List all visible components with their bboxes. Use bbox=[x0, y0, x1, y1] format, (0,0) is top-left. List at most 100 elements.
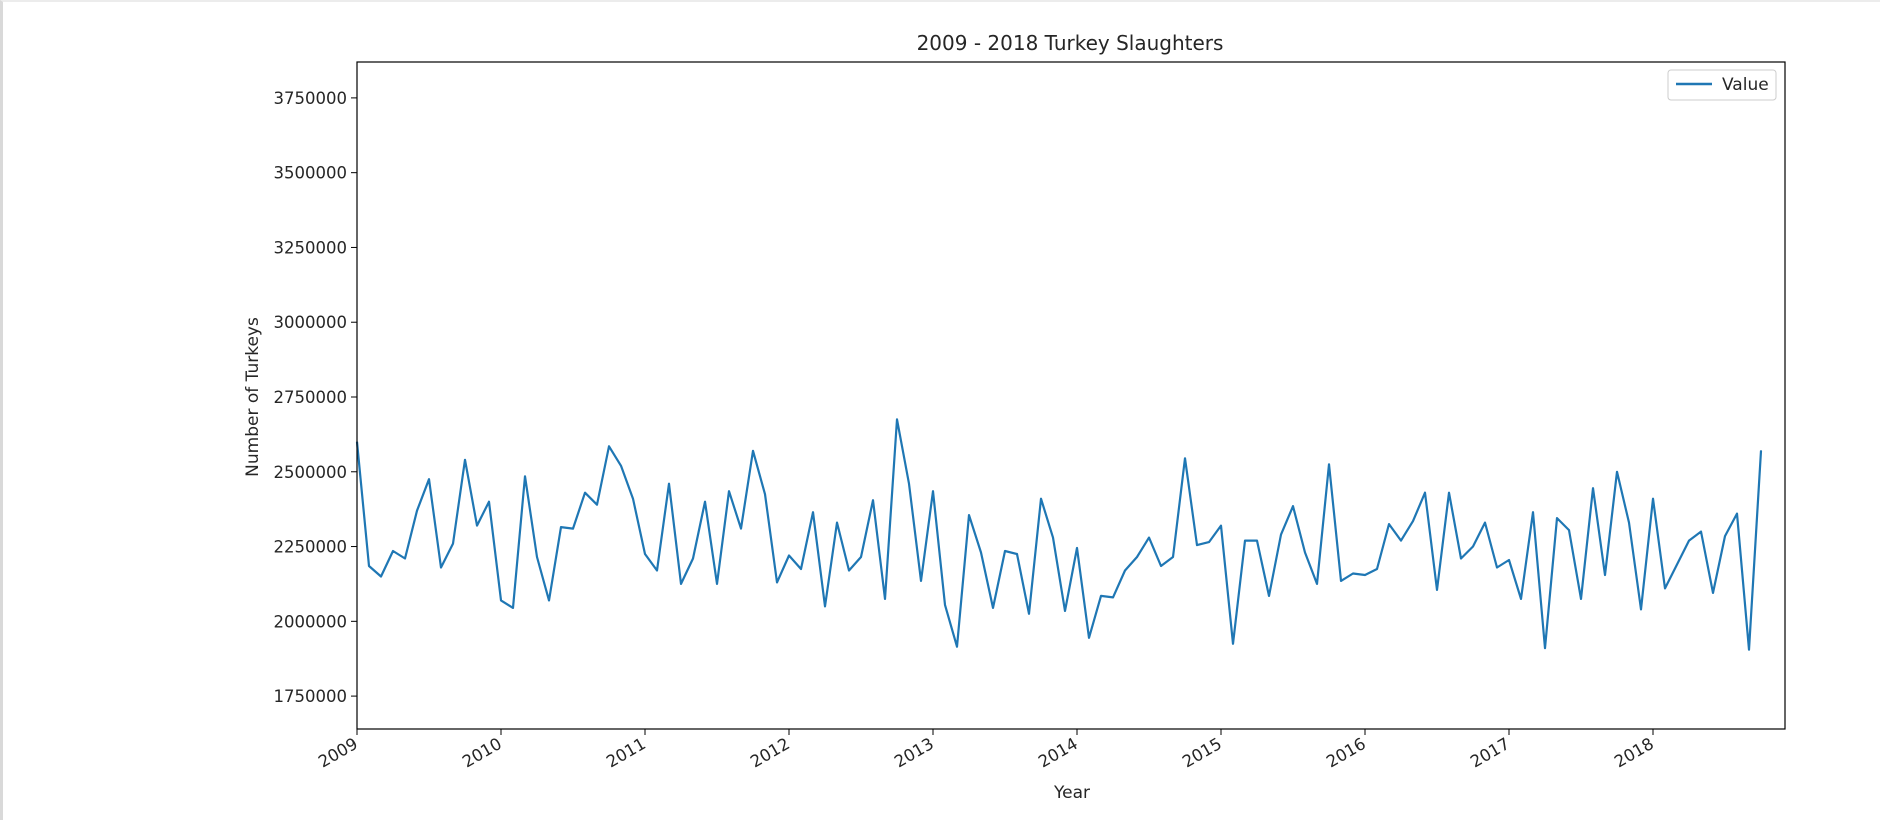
data-point bbox=[1496, 566, 1498, 569]
data-point bbox=[680, 583, 682, 585]
legend-label-value: Value bbox=[1722, 75, 1769, 95]
data-point bbox=[1568, 529, 1570, 531]
data-point bbox=[1076, 547, 1078, 549]
data-point bbox=[1448, 491, 1450, 494]
plot-frame bbox=[356, 61, 1786, 730]
data-point bbox=[656, 569, 658, 572]
y-tick-label: 3250000 bbox=[274, 238, 348, 257]
data-point bbox=[632, 497, 634, 500]
data-point bbox=[488, 500, 490, 503]
data-point bbox=[1376, 568, 1378, 570]
data-point bbox=[1364, 574, 1366, 576]
data-point bbox=[1304, 551, 1306, 554]
data-point bbox=[788, 554, 790, 557]
data-point bbox=[1088, 637, 1090, 639]
data-point bbox=[1316, 583, 1318, 585]
data-point bbox=[668, 482, 670, 485]
data-point bbox=[524, 475, 526, 478]
data-point bbox=[1412, 520, 1414, 522]
data-point bbox=[1256, 539, 1258, 542]
data-point bbox=[1232, 643, 1234, 645]
data-point bbox=[560, 526, 562, 528]
data-point bbox=[1664, 587, 1666, 590]
data-point bbox=[1388, 523, 1390, 525]
data-point bbox=[452, 542, 454, 545]
y-tick-label: 2250000 bbox=[274, 538, 348, 557]
data-point bbox=[1064, 610, 1066, 612]
data-point bbox=[1172, 556, 1174, 558]
data-point bbox=[1220, 524, 1222, 527]
data-point bbox=[1016, 553, 1018, 555]
x-tick-label: 2016 bbox=[1323, 734, 1369, 771]
data-point bbox=[416, 509, 418, 512]
x-tick-label: 2009 bbox=[315, 734, 361, 771]
data-point bbox=[1628, 521, 1630, 524]
data-point bbox=[1112, 596, 1114, 599]
data-point bbox=[1676, 563, 1678, 566]
data-point bbox=[776, 581, 778, 584]
series-line-value bbox=[355, 418, 1763, 651]
data-point bbox=[1124, 569, 1126, 572]
data-point bbox=[992, 607, 994, 609]
y-tick-label: 3750000 bbox=[274, 89, 348, 108]
data-point bbox=[1196, 544, 1198, 546]
data-point bbox=[1760, 450, 1762, 452]
data-point bbox=[944, 604, 946, 606]
data-point bbox=[872, 499, 874, 502]
data-point bbox=[1484, 521, 1486, 524]
data-point bbox=[1472, 545, 1474, 548]
data-point bbox=[716, 583, 718, 585]
plot-area bbox=[355, 418, 1763, 651]
data-point bbox=[368, 565, 370, 567]
data-point bbox=[1352, 572, 1354, 575]
data-point bbox=[980, 551, 982, 554]
data-point bbox=[596, 503, 598, 506]
data-point bbox=[860, 556, 862, 558]
data-point bbox=[1544, 647, 1546, 649]
y-tick-label: 1750000 bbox=[274, 687, 348, 706]
data-point bbox=[1460, 557, 1462, 560]
data-point bbox=[1436, 589, 1438, 591]
legend: Value bbox=[1667, 69, 1777, 101]
data-point bbox=[1688, 539, 1690, 542]
x-tick-label: 2013 bbox=[891, 734, 937, 771]
data-point bbox=[1340, 580, 1342, 582]
data-point bbox=[1208, 541, 1210, 543]
data-point bbox=[884, 598, 886, 600]
x-tick-label: 2014 bbox=[1035, 734, 1081, 771]
data-point bbox=[1556, 517, 1558, 519]
data-point bbox=[1508, 559, 1510, 561]
data-point bbox=[692, 557, 694, 560]
x-axis: 2009 2010 2011 2012 2013 2014 2015 2016 2017 2018 bbox=[315, 729, 1657, 771]
data-point bbox=[1280, 533, 1282, 536]
x-tick-label: 2011 bbox=[603, 734, 649, 771]
data-point bbox=[1724, 535, 1726, 537]
data-point bbox=[500, 599, 502, 602]
x-tick-label: 2017 bbox=[1467, 734, 1513, 771]
chart-title: 2009 - 2018 Turkey Slaughters bbox=[917, 31, 1224, 55]
data-point bbox=[1424, 491, 1426, 494]
data-point bbox=[512, 607, 514, 609]
data-point bbox=[380, 575, 382, 578]
data-point bbox=[824, 605, 826, 608]
data-point bbox=[428, 478, 430, 481]
data-point bbox=[392, 550, 394, 552]
data-point bbox=[404, 557, 406, 560]
data-point bbox=[968, 514, 970, 516]
data-point bbox=[1292, 505, 1294, 508]
data-point bbox=[932, 490, 934, 493]
y-tick-label: 2500000 bbox=[274, 463, 348, 482]
data-point bbox=[752, 450, 754, 452]
data-point bbox=[920, 580, 922, 582]
data-point bbox=[728, 490, 730, 493]
data-point bbox=[536, 556, 538, 558]
data-point bbox=[1148, 536, 1150, 539]
data-point bbox=[956, 645, 958, 648]
y-tick-label: 2000000 bbox=[274, 612, 348, 631]
data-point bbox=[1268, 595, 1270, 597]
data-point bbox=[1244, 539, 1246, 542]
data-point bbox=[464, 459, 466, 461]
data-point bbox=[1400, 539, 1402, 542]
data-point bbox=[764, 493, 766, 496]
data-point bbox=[620, 465, 622, 467]
